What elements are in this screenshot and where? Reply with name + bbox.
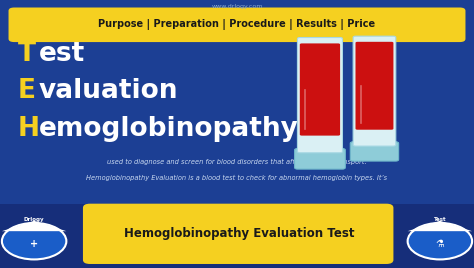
Text: T: T	[18, 40, 36, 67]
FancyBboxPatch shape	[300, 43, 340, 136]
FancyBboxPatch shape	[83, 204, 393, 264]
Circle shape	[408, 223, 472, 259]
Text: H: H	[18, 116, 40, 142]
Text: est: est	[39, 40, 85, 67]
FancyBboxPatch shape	[350, 142, 399, 161]
FancyBboxPatch shape	[356, 42, 393, 130]
Text: used to diagnose and screen for blood disorders that affect oxygen transport.: used to diagnose and screen for blood di…	[107, 159, 367, 165]
Text: emoglobinopathy: emoglobinopathy	[39, 116, 299, 142]
Text: Hemoglobinopathy Evaluation is a blood test to check for abnormal hemoglobin typ: Hemoglobinopathy Evaluation is a blood t…	[86, 175, 388, 181]
FancyBboxPatch shape	[9, 8, 465, 42]
Text: valuation: valuation	[39, 78, 178, 104]
FancyBboxPatch shape	[298, 38, 342, 153]
Polygon shape	[2, 221, 66, 231]
Circle shape	[2, 223, 66, 259]
Text: Test: Test	[434, 217, 446, 222]
Text: Purpose | Preparation | Procedure | Results | Price: Purpose | Preparation | Procedure | Resu…	[99, 19, 375, 30]
Polygon shape	[408, 221, 472, 231]
Text: +: +	[30, 239, 38, 249]
Text: ⚗: ⚗	[436, 239, 444, 249]
Text: www.drlogy.com: www.drlogy.com	[211, 4, 263, 9]
FancyBboxPatch shape	[353, 36, 396, 146]
Text: Hemoglobinopathy Evaluation Test: Hemoglobinopathy Evaluation Test	[124, 227, 355, 240]
Text: E: E	[18, 78, 36, 104]
Text: Drlogy: Drlogy	[24, 217, 45, 222]
FancyBboxPatch shape	[294, 148, 345, 169]
FancyBboxPatch shape	[0, 204, 474, 268]
